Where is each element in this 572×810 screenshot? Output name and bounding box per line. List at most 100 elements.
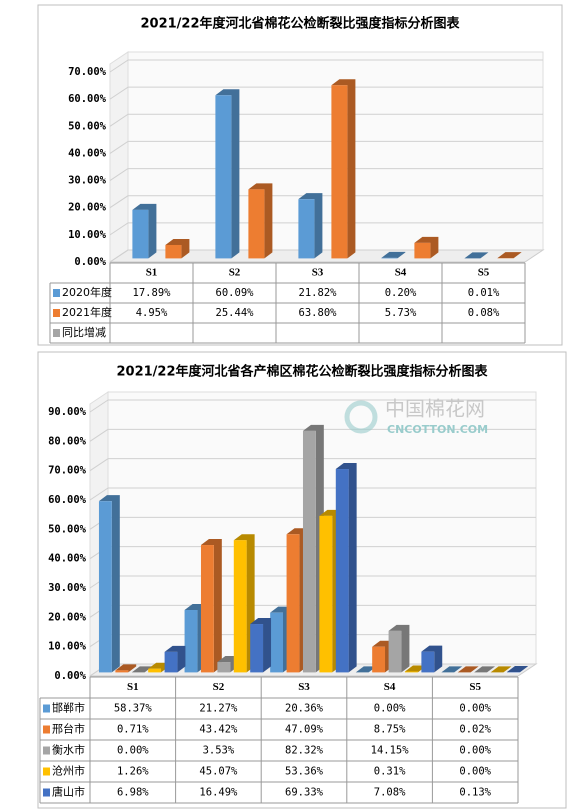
bar (233, 540, 247, 673)
grid-line-side (89, 458, 109, 472)
category-label: S2 (213, 681, 225, 693)
bar-depth (115, 664, 137, 673)
bar-depth (233, 534, 255, 673)
bar-depth (457, 666, 479, 673)
category-label: S1 (146, 267, 158, 279)
bar-depth (165, 238, 190, 259)
grid-line-side (109, 249, 129, 263)
bar (421, 651, 435, 673)
grid-line-side (109, 168, 129, 181)
bar-depth (131, 666, 153, 673)
bar-depth (464, 252, 489, 259)
bar (215, 95, 232, 259)
y-tick-label: 40.00% (68, 147, 107, 159)
legend-label: 沧州市 (52, 764, 85, 778)
y-tick-label: 40.00% (48, 553, 87, 565)
category-label: S5 (478, 267, 490, 279)
y-tick-label: 50.00% (48, 523, 87, 535)
legend-key (43, 704, 50, 713)
grid-line-side (109, 141, 129, 154)
table-value: 3.53% (203, 745, 235, 757)
category-label: S2 (229, 267, 241, 279)
bar-depth (215, 89, 240, 259)
table-value: 53.36% (285, 766, 324, 778)
y-tick-label: 70.00% (68, 66, 107, 78)
table-value: 43.42% (199, 724, 238, 736)
bar-depth (497, 252, 522, 259)
table-value: 25.44% (216, 307, 255, 319)
table-value: 5.73% (385, 307, 417, 319)
bar (250, 624, 264, 673)
bar (372, 646, 386, 673)
data-table: S1 S2 S3 S4 S5 邯郸市 58.37% 21.27% 20.36% 0.00% 0.00… (39, 676, 519, 804)
bar-depth (404, 665, 426, 673)
bar (331, 85, 348, 259)
bar-depth (506, 666, 528, 673)
table-value: 16.49% (199, 787, 238, 799)
bar-depth (250, 618, 272, 673)
table-value: 0.13% (459, 787, 491, 799)
watermark-logo (344, 400, 378, 434)
y-tick-label: 30.00% (48, 582, 87, 594)
bar (184, 610, 198, 673)
legend-key (53, 309, 60, 317)
bar-depth (381, 251, 406, 259)
table-value: 82.32% (285, 745, 324, 757)
bar (148, 668, 162, 673)
watermark-site: CNCOTTON.COM (387, 423, 488, 436)
category-label: S3 (312, 267, 324, 279)
bar-depth (286, 528, 308, 673)
table-value: 0.00% (459, 766, 491, 778)
grid-line-side (89, 399, 109, 413)
table-value: 8.75% (374, 724, 406, 736)
bar (165, 244, 182, 259)
bar-depth (200, 539, 222, 673)
y-tick-label: 60.00% (68, 93, 107, 105)
table-value: 7.08% (374, 787, 406, 799)
legend-label: 衡水市 (52, 743, 85, 757)
y-tick-label: 50.00% (68, 120, 107, 132)
side-wall (109, 51, 129, 263)
y-tick-label: 90.00% (48, 406, 87, 418)
legend-label: 唐山市 (52, 785, 85, 799)
bar-depth (164, 645, 186, 673)
watermark-name: 中国棉花网 (385, 397, 485, 421)
bar (200, 545, 214, 673)
y-tick-label: 80.00% (48, 435, 87, 447)
bar (98, 501, 112, 673)
legend-label: 2020年度 (62, 285, 112, 299)
grid-line-side (109, 113, 129, 127)
bar-depth (421, 645, 443, 673)
grid-line-side (109, 59, 129, 73)
bar-depth (248, 183, 273, 259)
table-value: 1.26% (117, 766, 149, 778)
table-value: 0.00% (374, 703, 406, 715)
bar-depth (372, 640, 394, 673)
bar-depth (335, 463, 357, 673)
table-value: 21.27% (199, 703, 238, 715)
category-label: S5 (469, 681, 481, 693)
y-tick-label: 20.00% (48, 611, 87, 623)
legend-label: 邯郸市 (52, 701, 85, 715)
bar-depth (474, 666, 496, 673)
legend-key (43, 746, 50, 755)
legend-key (43, 767, 50, 776)
bar-depth (355, 666, 377, 673)
bar-depth (319, 509, 341, 673)
table-value: 69.33% (285, 787, 324, 799)
bar-depth (388, 624, 410, 673)
y-tick-label: 30.00% (68, 175, 107, 187)
table-value: 0.01% (468, 287, 500, 299)
table-value: 20.36% (285, 703, 324, 715)
bar (388, 630, 402, 673)
bar-depth (217, 656, 239, 673)
bar (217, 662, 231, 673)
legend-key (53, 289, 60, 297)
table-value: 14.15% (371, 745, 410, 757)
bar (115, 670, 129, 673)
table-value: 60.09% (216, 287, 255, 299)
table-value: 0.02% (459, 724, 491, 736)
bar-depth (184, 604, 206, 673)
legend-key (43, 725, 50, 734)
